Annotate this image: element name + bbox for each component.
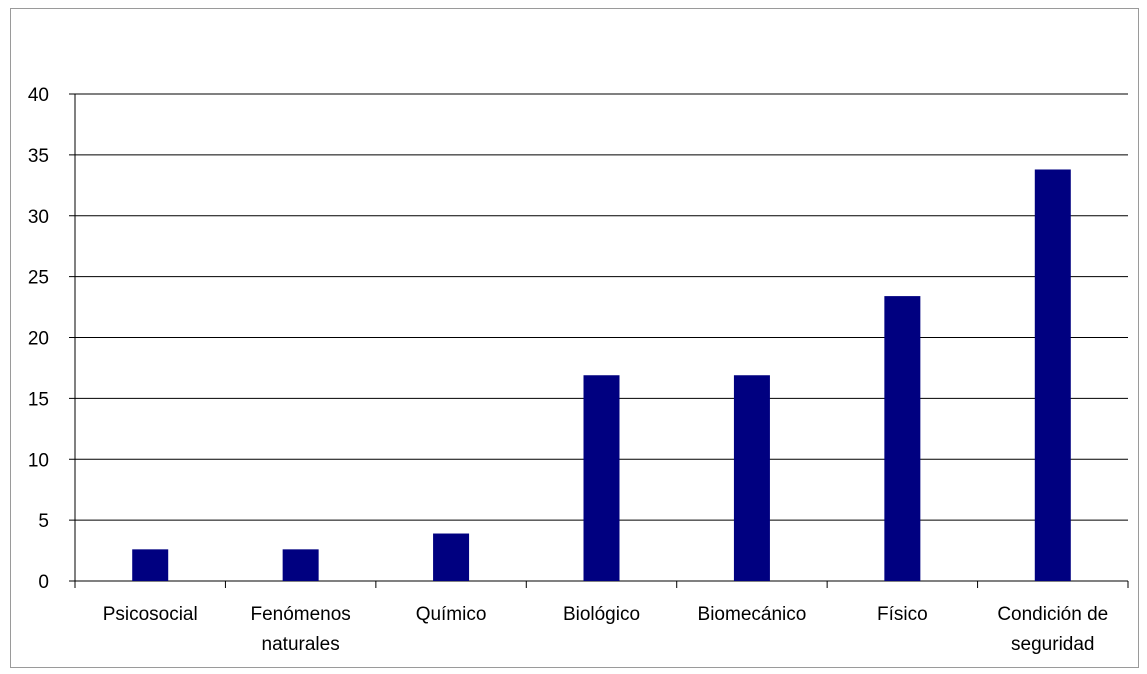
bar — [1034, 169, 1071, 582]
bar — [132, 549, 169, 581]
x-category-label: Químico — [416, 604, 487, 625]
y-tick-label: 40 — [28, 85, 49, 106]
bar — [282, 549, 319, 581]
x-category-label: Fenómenos naturales — [250, 604, 350, 655]
y-tick-label: 25 — [28, 268, 49, 289]
y-tick-label: 35 — [28, 146, 49, 167]
x-category-label: Biológico — [563, 604, 640, 625]
y-tick-label: 0 — [38, 572, 49, 593]
y-tick-label: 15 — [28, 389, 49, 410]
x-category-label: Psicosocial — [103, 604, 198, 625]
x-category-label: Condición de seguridad — [997, 604, 1108, 655]
x-category-label: Físico — [877, 604, 928, 625]
x-category-label: Biomecánico — [698, 604, 807, 625]
bar — [733, 375, 770, 581]
bar — [433, 533, 470, 581]
bar — [884, 296, 921, 581]
y-tick-label: 20 — [28, 329, 49, 350]
y-tick-label: 10 — [28, 450, 49, 471]
bar — [583, 375, 620, 581]
y-tick-label: 5 — [38, 511, 49, 532]
y-tick-label: 30 — [28, 207, 49, 228]
